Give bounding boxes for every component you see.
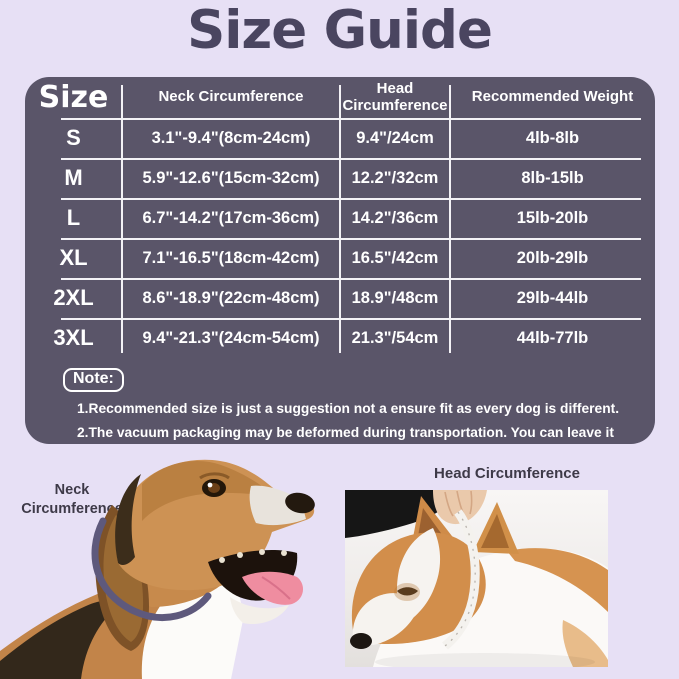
neck-circumference-label: Neck Circumference xyxy=(21,482,123,517)
table-row-neck: 8.6"-18.9"(22cm-48cm) xyxy=(142,288,320,307)
table-row-size: L xyxy=(66,205,81,230)
table-row-neck: 9.4"-21.3"(24cm-54cm) xyxy=(142,328,320,347)
row-divider xyxy=(61,318,641,320)
table-row-head: 14.2"/36cm xyxy=(351,208,439,227)
table-row-size: 2XL xyxy=(53,285,94,310)
table-row-neck: 6.7"-14.2"(17cm-36cm) xyxy=(142,208,320,227)
corgi-dog-illustration xyxy=(345,490,608,667)
table-row-weight: 29lb-44lb xyxy=(516,288,589,307)
note-badge: Note: xyxy=(63,368,124,392)
table-row-head: 18.9"/48cm xyxy=(351,288,439,307)
page-title: Size Guide xyxy=(187,0,493,61)
table-row-size: M xyxy=(64,165,83,190)
table-row-size: XL xyxy=(59,245,88,270)
column-divider xyxy=(121,85,123,353)
column-header-weight: Recommended Weight xyxy=(471,88,634,106)
table-row-size: 3XL xyxy=(53,325,94,350)
column-divider xyxy=(449,85,451,353)
row-divider xyxy=(61,158,641,160)
neck-ring xyxy=(91,517,212,622)
note-section: Note: 1.Recommended size is just a sugge… xyxy=(25,360,655,444)
size-table-panel: Size Neck Circumference Head Circumferen… xyxy=(25,77,655,444)
measuring-tape xyxy=(442,509,480,650)
table-row-weight: 15lb-20lb xyxy=(516,208,589,227)
table-row-weight: 20lb-29lb xyxy=(516,248,589,267)
note-item-1: 1.Recommended size is just a suggestion … xyxy=(77,401,620,416)
beagle-dog-illustration xyxy=(0,459,315,679)
row-divider xyxy=(61,238,641,240)
row-divider xyxy=(61,118,641,120)
table-row-head: 21.3"/54cm xyxy=(351,328,439,347)
table-row-neck: 5.9"-12.6"(15cm-32cm) xyxy=(142,168,320,187)
table-row-neck: 7.1"-16.5"(18cm-42cm) xyxy=(142,248,320,267)
corgi-photo xyxy=(345,490,608,667)
table-row-neck: 3.1"-9.4"(8cm-24cm) xyxy=(151,128,311,147)
column-header-size: Size xyxy=(38,79,109,115)
table-row-weight: 4lb-8lb xyxy=(525,128,580,147)
table-row-size: S xyxy=(66,125,81,150)
table-row-head: 12.2"/32cm xyxy=(351,168,439,187)
column-divider xyxy=(339,85,341,353)
row-divider xyxy=(61,278,641,280)
note-item-2: 2.The vacuum packaging may be deformed d… xyxy=(77,424,614,444)
table-row-head: 16.5"/42cm xyxy=(351,248,439,267)
column-header-neck: Neck Circumference xyxy=(158,88,304,106)
size-table: Size Neck Circumference Head Circumferen… xyxy=(25,77,655,358)
row-divider xyxy=(61,198,641,200)
table-row-weight: 44lb-77lb xyxy=(516,328,589,347)
table-row-head: 9.4"/24cm xyxy=(356,128,434,147)
head-circumference-label: Head Circumference xyxy=(434,465,580,482)
column-header-head: Head Circumference xyxy=(342,79,448,114)
table-row-weight: 8lb-15lb xyxy=(521,168,584,187)
